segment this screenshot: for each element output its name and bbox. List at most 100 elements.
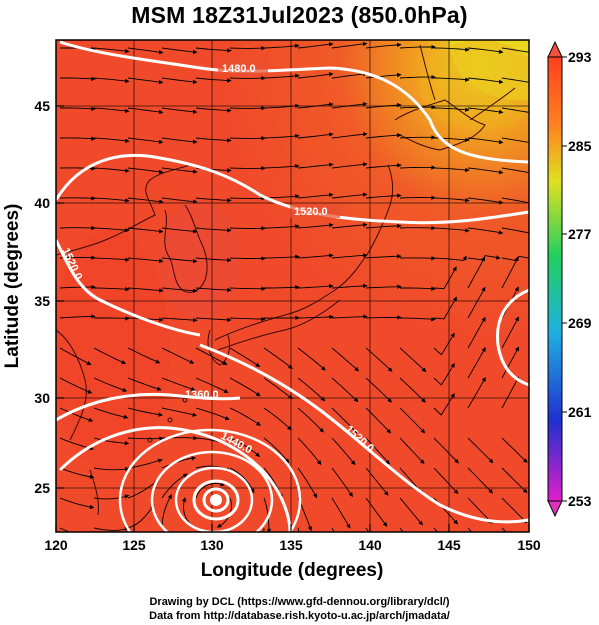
streamline [229, 377, 261, 397]
streamline [331, 377, 359, 403]
x-tick-label: 150 [517, 537, 541, 553]
streamline [127, 167, 164, 174]
streamline [93, 77, 130, 84]
credit-drawing: Drawing by DCL (https://www.gfd-dennou.o… [149, 596, 450, 608]
streamline [229, 226, 266, 231]
streamline [127, 197, 164, 204]
streamline [161, 197, 198, 204]
streamline [501, 227, 529, 234]
streamline [263, 377, 293, 400]
x-tick-label: 135 [279, 537, 303, 553]
streamline [127, 458, 163, 469]
y-tick-label: 25 [34, 480, 50, 496]
streamline [365, 497, 388, 527]
streamline [365, 437, 390, 465]
streamline [501, 376, 519, 409]
streamline [297, 314, 334, 320]
streamline [433, 332, 455, 356]
streamline [501, 497, 528, 524]
streamline [467, 77, 504, 84]
streamline [467, 316, 486, 349]
x-tick-label: 125 [122, 537, 146, 553]
streamline [59, 497, 95, 510]
colorbar-min-triangle [547, 500, 563, 518]
streamline [161, 167, 198, 174]
streamline [365, 407, 392, 434]
streamline [365, 347, 393, 372]
streamline [263, 347, 293, 369]
contour-1520-west [56, 239, 201, 337]
streamline [161, 257, 198, 264]
x-tick-label: 140 [358, 537, 382, 553]
streamline [433, 437, 459, 464]
streamline [127, 137, 164, 145]
streamline [365, 254, 402, 259]
streamline [501, 256, 519, 289]
streamline [297, 253, 334, 259]
streamline [433, 47, 470, 52]
streamline [161, 347, 195, 364]
streamline [127, 227, 164, 234]
streamline [501, 197, 529, 204]
streamline [264, 285, 300, 290]
streamline [93, 407, 129, 420]
credit-data: Data from http://database.rish.kyoto-u.a… [149, 610, 450, 622]
y-tick-label: 30 [34, 390, 50, 406]
streamline [433, 197, 470, 203]
streamline [331, 71, 368, 79]
streamline [59, 467, 95, 479]
streamline [93, 107, 130, 114]
streamline [399, 437, 425, 465]
streamline [433, 255, 467, 261]
streamline [433, 167, 470, 173]
streamline [501, 167, 529, 174]
streamline [399, 44, 436, 50]
streamline [229, 467, 255, 494]
streamline [161, 77, 198, 85]
streamline [93, 197, 130, 203]
streamline [501, 77, 529, 83]
streamline [331, 253, 368, 259]
x-tick-label: 145 [437, 537, 461, 553]
streamline [467, 197, 504, 205]
streamline [297, 467, 318, 499]
streamline [161, 377, 196, 392]
streamline [195, 287, 232, 293]
streamline [60, 106, 96, 112]
streamline [263, 224, 300, 229]
y-axis-title: Latitude (degrees) [2, 204, 23, 369]
streamline [59, 347, 92, 365]
streamline [399, 165, 436, 170]
streamline [161, 47, 198, 55]
streamline [331, 347, 360, 372]
streamline [365, 315, 402, 320]
streamline [365, 377, 392, 403]
streamline [501, 346, 519, 379]
contour-label: 1480.0 [222, 63, 256, 75]
streamline [331, 41, 368, 49]
streamline [365, 42, 402, 49]
contour-1480 [59, 40, 529, 164]
streamline [501, 316, 519, 349]
streamline [127, 377, 162, 391]
streamline [229, 437, 261, 457]
streamline [297, 192, 334, 199]
streamline [297, 377, 326, 402]
streamline [433, 362, 455, 386]
streamline [331, 467, 353, 498]
streamline [93, 527, 130, 532]
streamline [229, 286, 266, 291]
streamline [331, 314, 368, 319]
contour-1360 [56, 392, 241, 422]
streamline [161, 317, 198, 323]
streamline [127, 107, 164, 115]
streamline [365, 467, 389, 496]
streamline [263, 194, 300, 199]
streamline [93, 437, 130, 446]
streamline [127, 47, 164, 55]
streamline [331, 101, 368, 109]
streamline [399, 407, 426, 434]
streamline [433, 227, 470, 233]
streamline [297, 347, 326, 371]
